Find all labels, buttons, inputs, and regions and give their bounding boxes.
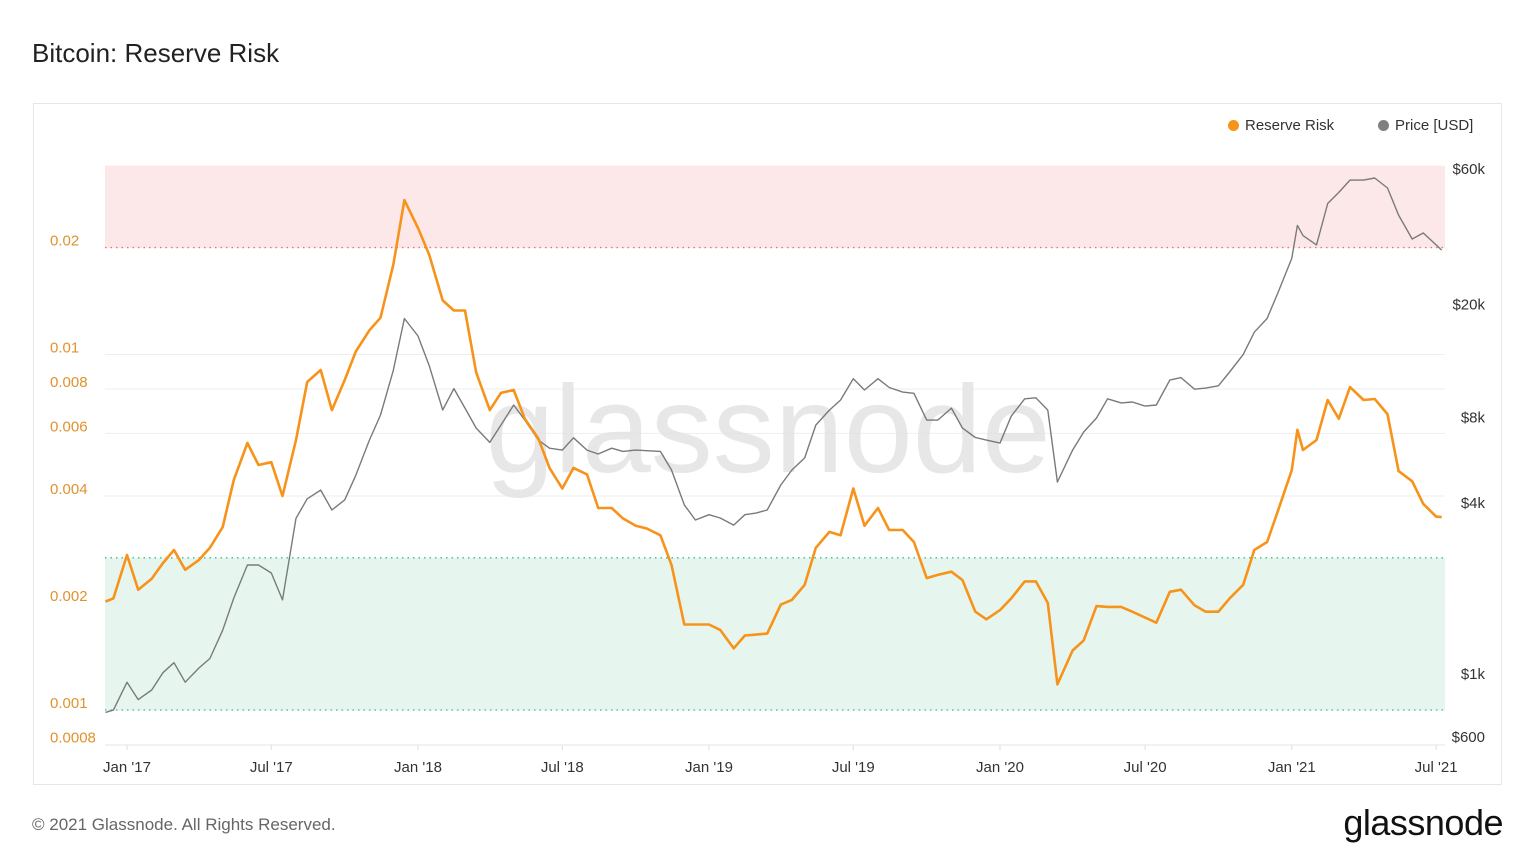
chart-frame xyxy=(33,103,1502,785)
glassnode-logo: glassnode xyxy=(1343,802,1503,843)
right-tick-label: $8k xyxy=(1461,410,1486,427)
legend-label: Price [USD] xyxy=(1395,117,1474,134)
reserve-risk-dot-icon xyxy=(1228,120,1239,131)
x-tick-label: Jan '17 xyxy=(103,759,151,776)
left-tick-label: 0.01 xyxy=(50,340,79,357)
copyright: © 2021 Glassnode. All Rights Reserved. xyxy=(32,815,336,834)
left-tick-label: 0.004 xyxy=(50,481,88,498)
x-tick-label: Jul '20 xyxy=(1124,759,1167,776)
right-tick-label: $60k xyxy=(1452,161,1485,178)
left-tick-label: 0.02 xyxy=(50,233,79,250)
x-tick-label: Jul '19 xyxy=(832,759,875,776)
legend-label: Reserve Risk xyxy=(1245,117,1335,134)
x-tick-label: Jan '18 xyxy=(394,759,442,776)
watermark-logo: glassnode xyxy=(485,361,1050,499)
left-tick-label: 0.002 xyxy=(50,588,88,605)
left-tick-label: 0.006 xyxy=(50,418,88,435)
x-tick-label: Jan '19 xyxy=(685,759,733,776)
x-tick-label: Jul '18 xyxy=(541,759,584,776)
page-title: Bitcoin: Reserve Risk xyxy=(32,38,280,68)
price-dot-icon xyxy=(1378,120,1389,131)
left-tick-label: 0.001 xyxy=(50,695,88,712)
right-tick-label: $1k xyxy=(1461,666,1486,683)
right-tick-label: $4k xyxy=(1461,495,1486,512)
x-tick-label: Jan '20 xyxy=(976,759,1024,776)
right-tick-label: $20k xyxy=(1452,296,1485,313)
band-low xyxy=(105,557,1445,710)
x-tick-label: Jul '17 xyxy=(250,759,293,776)
x-tick-label: Jan '21 xyxy=(1268,759,1316,776)
band-high xyxy=(105,165,1445,248)
right-tick-label: $600 xyxy=(1452,729,1485,746)
x-tick-label: Jul '21 xyxy=(1415,759,1458,776)
left-tick-label: 0.0008 xyxy=(50,729,96,746)
legend-item-reserve-risk[interactable]: Reserve Risk xyxy=(1228,117,1334,134)
legend-item-price[interactable]: Price [USD] xyxy=(1378,117,1473,134)
left-tick-label: 0.008 xyxy=(50,374,88,391)
